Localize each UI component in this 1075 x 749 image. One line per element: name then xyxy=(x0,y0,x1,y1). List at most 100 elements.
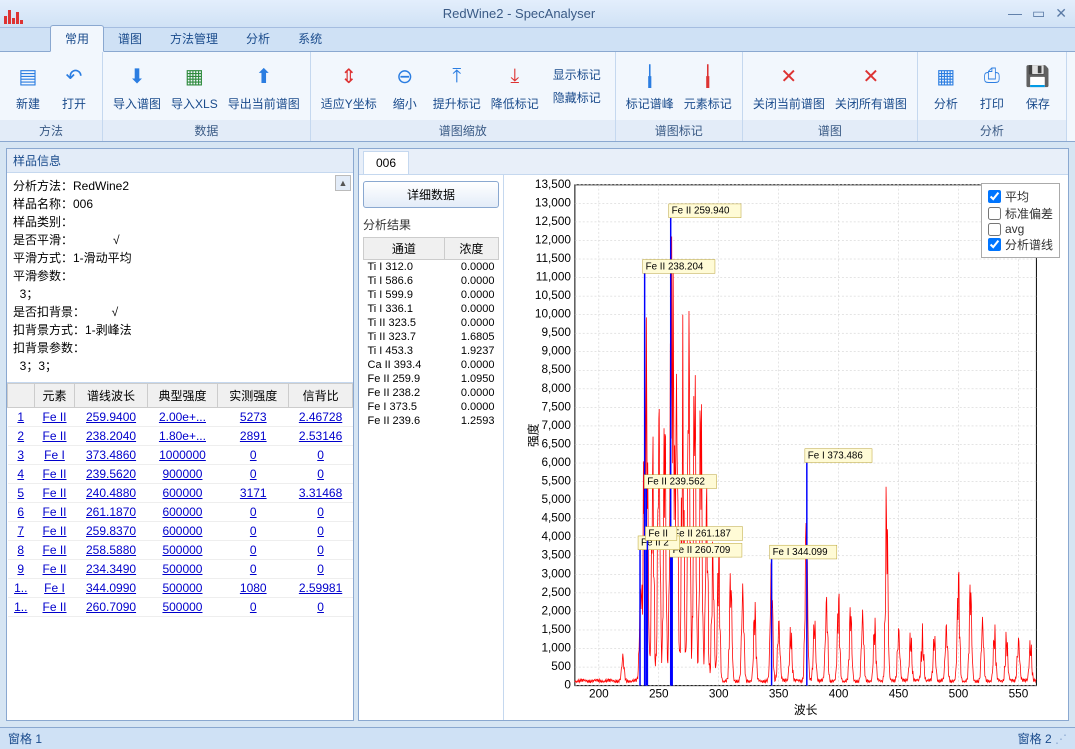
svg-text:1,000: 1,000 xyxy=(541,641,571,654)
svg-text:9,500: 9,500 xyxy=(541,326,571,339)
svg-text:Fe I 373.486: Fe I 373.486 xyxy=(808,451,864,462)
svg-text:Fe II 260.709: Fe II 260.709 xyxy=(673,545,731,556)
save-icon: 💾 xyxy=(1022,61,1054,93)
close-button[interactable]: ✕ xyxy=(1055,5,1067,22)
tab-analysis[interactable]: 分析 xyxy=(232,26,284,51)
result-row[interactable]: Ti I 586.60.0000 xyxy=(364,274,499,288)
svg-text:1,500: 1,500 xyxy=(541,623,571,636)
import-xls-button[interactable]: ▦导入XLS xyxy=(167,59,222,114)
table-row[interactable]: 8Fe II258.588050000000 xyxy=(8,541,353,560)
result-row[interactable]: Fe II 239.61.2593 xyxy=(364,414,499,428)
status-right[interactable]: 窗格 2 xyxy=(1018,732,1052,746)
svg-text:6,000: 6,000 xyxy=(541,456,571,469)
result-row[interactable]: Ti II 323.71.6805 xyxy=(364,330,499,344)
svg-text:8,000: 8,000 xyxy=(541,382,571,395)
ribbon-group-data: ⬇导入谱图 ▦导入XLS ⬆导出当前谱图 数据 xyxy=(103,52,311,141)
table-row[interactable]: 5Fe II240.488060000031713.31468 xyxy=(8,484,353,503)
print-icon: ⎙ xyxy=(976,61,1008,93)
import-icon: ⬇ xyxy=(121,61,153,93)
legend-lines[interactable]: 分析谱线 xyxy=(988,236,1053,253)
result-row[interactable]: Fe II 259.91.0950 xyxy=(364,372,499,386)
svg-text:Fe II 261.187: Fe II 261.187 xyxy=(673,528,731,539)
table-row[interactable]: 1..Fe I344.099050000010802.59981 xyxy=(8,579,353,598)
result-row[interactable]: Fe II 238.20.0000 xyxy=(364,386,499,400)
result-title: 分析结果 xyxy=(363,216,499,233)
hide-marker-button[interactable]: 隐藏标记 xyxy=(549,87,605,108)
ribbon-group-spectrum: ✕关闭当前谱图 ✕关闭所有谱图 谱图 xyxy=(743,52,918,141)
zoom-out-button[interactable]: ⊖缩小 xyxy=(383,59,427,114)
detail-button[interactable]: 详细数据 xyxy=(363,181,499,208)
result-row[interactable]: Ti I 599.90.0000 xyxy=(364,288,499,302)
save-button[interactable]: 💾保存 xyxy=(1016,59,1060,114)
tab-system[interactable]: 系统 xyxy=(284,26,336,51)
svg-text:12,000: 12,000 xyxy=(535,233,571,246)
import-spectrum-button[interactable]: ⬇导入谱图 xyxy=(109,59,165,114)
close-one-icon: ✕ xyxy=(773,61,805,93)
open-button[interactable]: ↶打开 xyxy=(52,59,96,114)
result-row[interactable]: Fe I 373.50.0000 xyxy=(364,400,499,414)
svg-text:4,000: 4,000 xyxy=(541,530,571,543)
close-all-icon: ✕ xyxy=(855,61,887,93)
table-row[interactable]: 1Fe II259.94002.00e+...52732.46728 xyxy=(8,408,353,427)
ribbon-group-marker: ╽标记谱峰 ╽元素标记 谱图标记 xyxy=(616,52,743,141)
table-row[interactable]: 4Fe II239.562090000000 xyxy=(8,465,353,484)
result-row[interactable]: Ti I 312.00.0000 xyxy=(364,260,499,275)
mark-peak-button[interactable]: ╽标记谱峰 xyxy=(622,59,678,114)
close-current-button[interactable]: ✕关闭当前谱图 xyxy=(749,59,829,114)
main-area: 样品信息 ▲ 分析方法：RedWine2 样品名称：006 样品类别： 是否平滑… xyxy=(0,142,1075,727)
table-row[interactable]: 2Fe II238.20401.80e+...28912.53146 xyxy=(8,427,353,446)
result-row[interactable]: Ca II 393.40.0000 xyxy=(364,358,499,372)
result-table: 通道 浓度 Ti I 312.00.0000Ti I 586.60.0000Ti… xyxy=(363,237,499,428)
svg-text:200: 200 xyxy=(589,687,609,700)
svg-text:5,500: 5,500 xyxy=(541,475,571,488)
resize-grip[interactable]: ⋰ xyxy=(1055,732,1067,746)
table-row[interactable]: 3Fe I373.4860100000000 xyxy=(8,446,353,465)
svg-text:0: 0 xyxy=(564,679,571,692)
show-marker-button[interactable]: 显示标记 xyxy=(549,64,605,85)
sample-info: ▲ 分析方法：RedWine2 样品名称：006 样品类别： 是否平滑： √ 平… xyxy=(7,173,353,383)
legend-avg2[interactable]: avg xyxy=(988,222,1053,236)
svg-text:7,500: 7,500 xyxy=(541,400,571,413)
export-spectrum-button[interactable]: ⬆导出当前谱图 xyxy=(224,59,304,114)
raise-marker-button[interactable]: ⤒提升标记 xyxy=(429,59,485,114)
analyze-button[interactable]: ▦分析 xyxy=(924,59,968,114)
svg-text:8,500: 8,500 xyxy=(541,363,571,376)
svg-text:300: 300 xyxy=(709,687,729,700)
xls-icon: ▦ xyxy=(178,61,210,93)
chart-legend: 平均 标准偏差 avg 分析谱线 xyxy=(981,183,1060,258)
legend-avg[interactable]: 平均 xyxy=(988,188,1053,205)
spectrum-tab[interactable]: 006 xyxy=(363,151,409,174)
result-row[interactable]: Ti II 323.50.0000 xyxy=(364,316,499,330)
tab-method[interactable]: 方法管理 xyxy=(156,26,232,51)
scroll-up-button[interactable]: ▲ xyxy=(335,175,351,191)
table-row[interactable]: 6Fe II261.187060000000 xyxy=(8,503,353,522)
svg-text:250: 250 xyxy=(649,687,669,700)
status-left[interactable]: 窗格 1 xyxy=(8,730,42,747)
lower-marker-button[interactable]: ⤓降低标记 xyxy=(487,59,543,114)
table-row[interactable]: 1..Fe II260.709050000000 xyxy=(8,598,353,617)
svg-text:4,500: 4,500 xyxy=(541,512,571,525)
result-row[interactable]: Ti I 336.10.0000 xyxy=(364,302,499,316)
close-all-button[interactable]: ✕关闭所有谱图 xyxy=(831,59,911,114)
maximize-button[interactable]: ▭ xyxy=(1032,5,1045,22)
app-icon xyxy=(4,4,24,24)
result-row[interactable]: Ti I 453.31.9237 xyxy=(364,344,499,358)
ribbon: ▤新建 ↶打开 方法 ⬇导入谱图 ▦导入XLS ⬆导出当前谱图 数据 ⇕适应Y坐… xyxy=(0,52,1075,142)
table-row[interactable]: 9Fe II234.349050000000 xyxy=(8,560,353,579)
fit-y-button[interactable]: ⇕适应Y坐标 xyxy=(317,59,381,114)
new-button[interactable]: ▤新建 xyxy=(6,59,50,114)
svg-text:13,000: 13,000 xyxy=(535,196,571,209)
print-button[interactable]: ⎙打印 xyxy=(970,59,1014,114)
legend-stddev[interactable]: 标准偏差 xyxy=(988,205,1053,222)
tab-spectrum[interactable]: 谱图 xyxy=(104,26,156,51)
svg-text:550: 550 xyxy=(1009,687,1029,700)
svg-text:2,500: 2,500 xyxy=(541,586,571,599)
element-table: 元素 谱线波长 典型强度 实测强度 信背比 1Fe II259.94002.00… xyxy=(7,383,353,720)
svg-text:13,500: 13,500 xyxy=(535,178,571,191)
ribbon-group-zoom: ⇕适应Y坐标 ⊖缩小 ⤒提升标记 ⤓降低标记 显示标记 隐藏标记 谱图缩放 xyxy=(311,52,616,141)
peak-icon: ╽ xyxy=(634,61,666,93)
mark-element-button[interactable]: ╽元素标记 xyxy=(680,59,736,114)
table-row[interactable]: 7Fe II259.837060000000 xyxy=(8,522,353,541)
minimize-button[interactable]: — xyxy=(1008,5,1022,22)
tab-common[interactable]: 常用 xyxy=(50,25,104,52)
